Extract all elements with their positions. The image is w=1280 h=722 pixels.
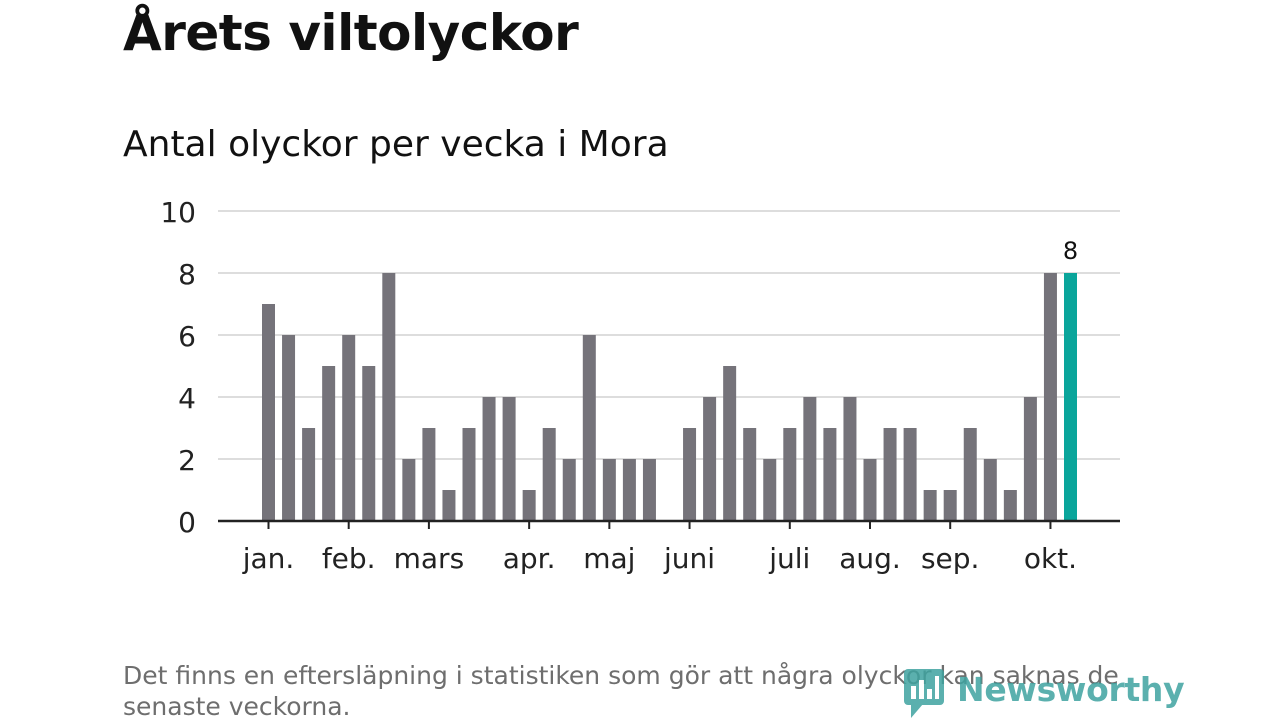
bars: 8 — [262, 237, 1078, 521]
y-tick-label: 8 — [178, 258, 196, 291]
bar — [442, 490, 456, 521]
bar — [1043, 273, 1057, 521]
bar — [903, 428, 917, 521]
bar — [763, 459, 777, 521]
x-tick-label: mars — [394, 542, 465, 575]
bar — [362, 366, 376, 521]
x-tick-label: juli — [768, 542, 810, 575]
bar — [1023, 397, 1037, 521]
y-tick-label: 0 — [178, 506, 196, 539]
bar — [642, 459, 656, 521]
bar-highlight — [1064, 273, 1077, 521]
y-tick-label: 10 — [160, 196, 196, 229]
bar — [622, 459, 636, 521]
brand-logo[interactable]: Newsworthy — [903, 668, 1185, 720]
x-axis — [218, 519, 1120, 529]
x-tick-label: maj — [583, 542, 635, 575]
bar — [342, 335, 356, 521]
bar — [402, 459, 416, 521]
bar — [823, 428, 837, 521]
bar — [322, 366, 336, 521]
bar — [562, 459, 576, 521]
bar-chart: 0 2 4 6 8 10 8 jan. feb. mars apr. maj juni juli aug… — [160, 196, 1120, 575]
bar — [783, 428, 797, 521]
bar-data-label: 8 — [1063, 237, 1078, 265]
newsworthy-logo-icon — [904, 669, 944, 718]
bar — [803, 397, 817, 521]
bar — [422, 428, 436, 521]
y-axis-ticks: 0 2 4 6 8 10 — [160, 196, 196, 539]
bar — [743, 428, 757, 521]
x-tick-label: jan. — [242, 542, 295, 575]
bar — [302, 428, 316, 521]
bar — [703, 397, 717, 521]
x-tick-label: juni — [663, 542, 715, 575]
bar — [262, 304, 275, 521]
brand-name: Newsworthy — [957, 670, 1185, 709]
bar — [582, 335, 596, 521]
x-tick-label: apr. — [503, 542, 556, 575]
bar — [502, 397, 516, 521]
bar — [1003, 490, 1017, 521]
bar — [963, 428, 977, 521]
bar — [482, 397, 496, 521]
x-tick-label: okt. — [1024, 542, 1077, 575]
bar — [382, 273, 396, 521]
bar — [843, 397, 857, 521]
bar — [723, 366, 737, 521]
y-tick-label: 4 — [178, 382, 196, 415]
bar — [462, 428, 476, 521]
bar — [983, 459, 997, 521]
bar — [883, 428, 897, 521]
bar — [683, 428, 697, 521]
bar — [542, 428, 556, 521]
x-tick-label: feb. — [322, 542, 376, 575]
chart-subtitle: Antal olyckor per vecka i Mora — [123, 124, 669, 165]
bar — [863, 459, 877, 521]
bar — [943, 490, 957, 521]
bar — [923, 490, 937, 521]
x-axis-labels: jan. feb. mars apr. maj juni juli aug. sep. okt. — [242, 542, 1077, 575]
x-tick-label: sep. — [921, 542, 980, 575]
bar — [522, 490, 536, 521]
y-tick-label: 2 — [178, 444, 196, 477]
bar — [282, 335, 296, 521]
y-tick-label: 6 — [178, 320, 196, 353]
bar — [602, 459, 616, 521]
chart-title: Årets viltolyckor — [123, 4, 579, 62]
x-tick-label: aug. — [839, 542, 901, 575]
footnote: Det finns en eftersläpning i statistiken… — [123, 661, 1119, 721]
